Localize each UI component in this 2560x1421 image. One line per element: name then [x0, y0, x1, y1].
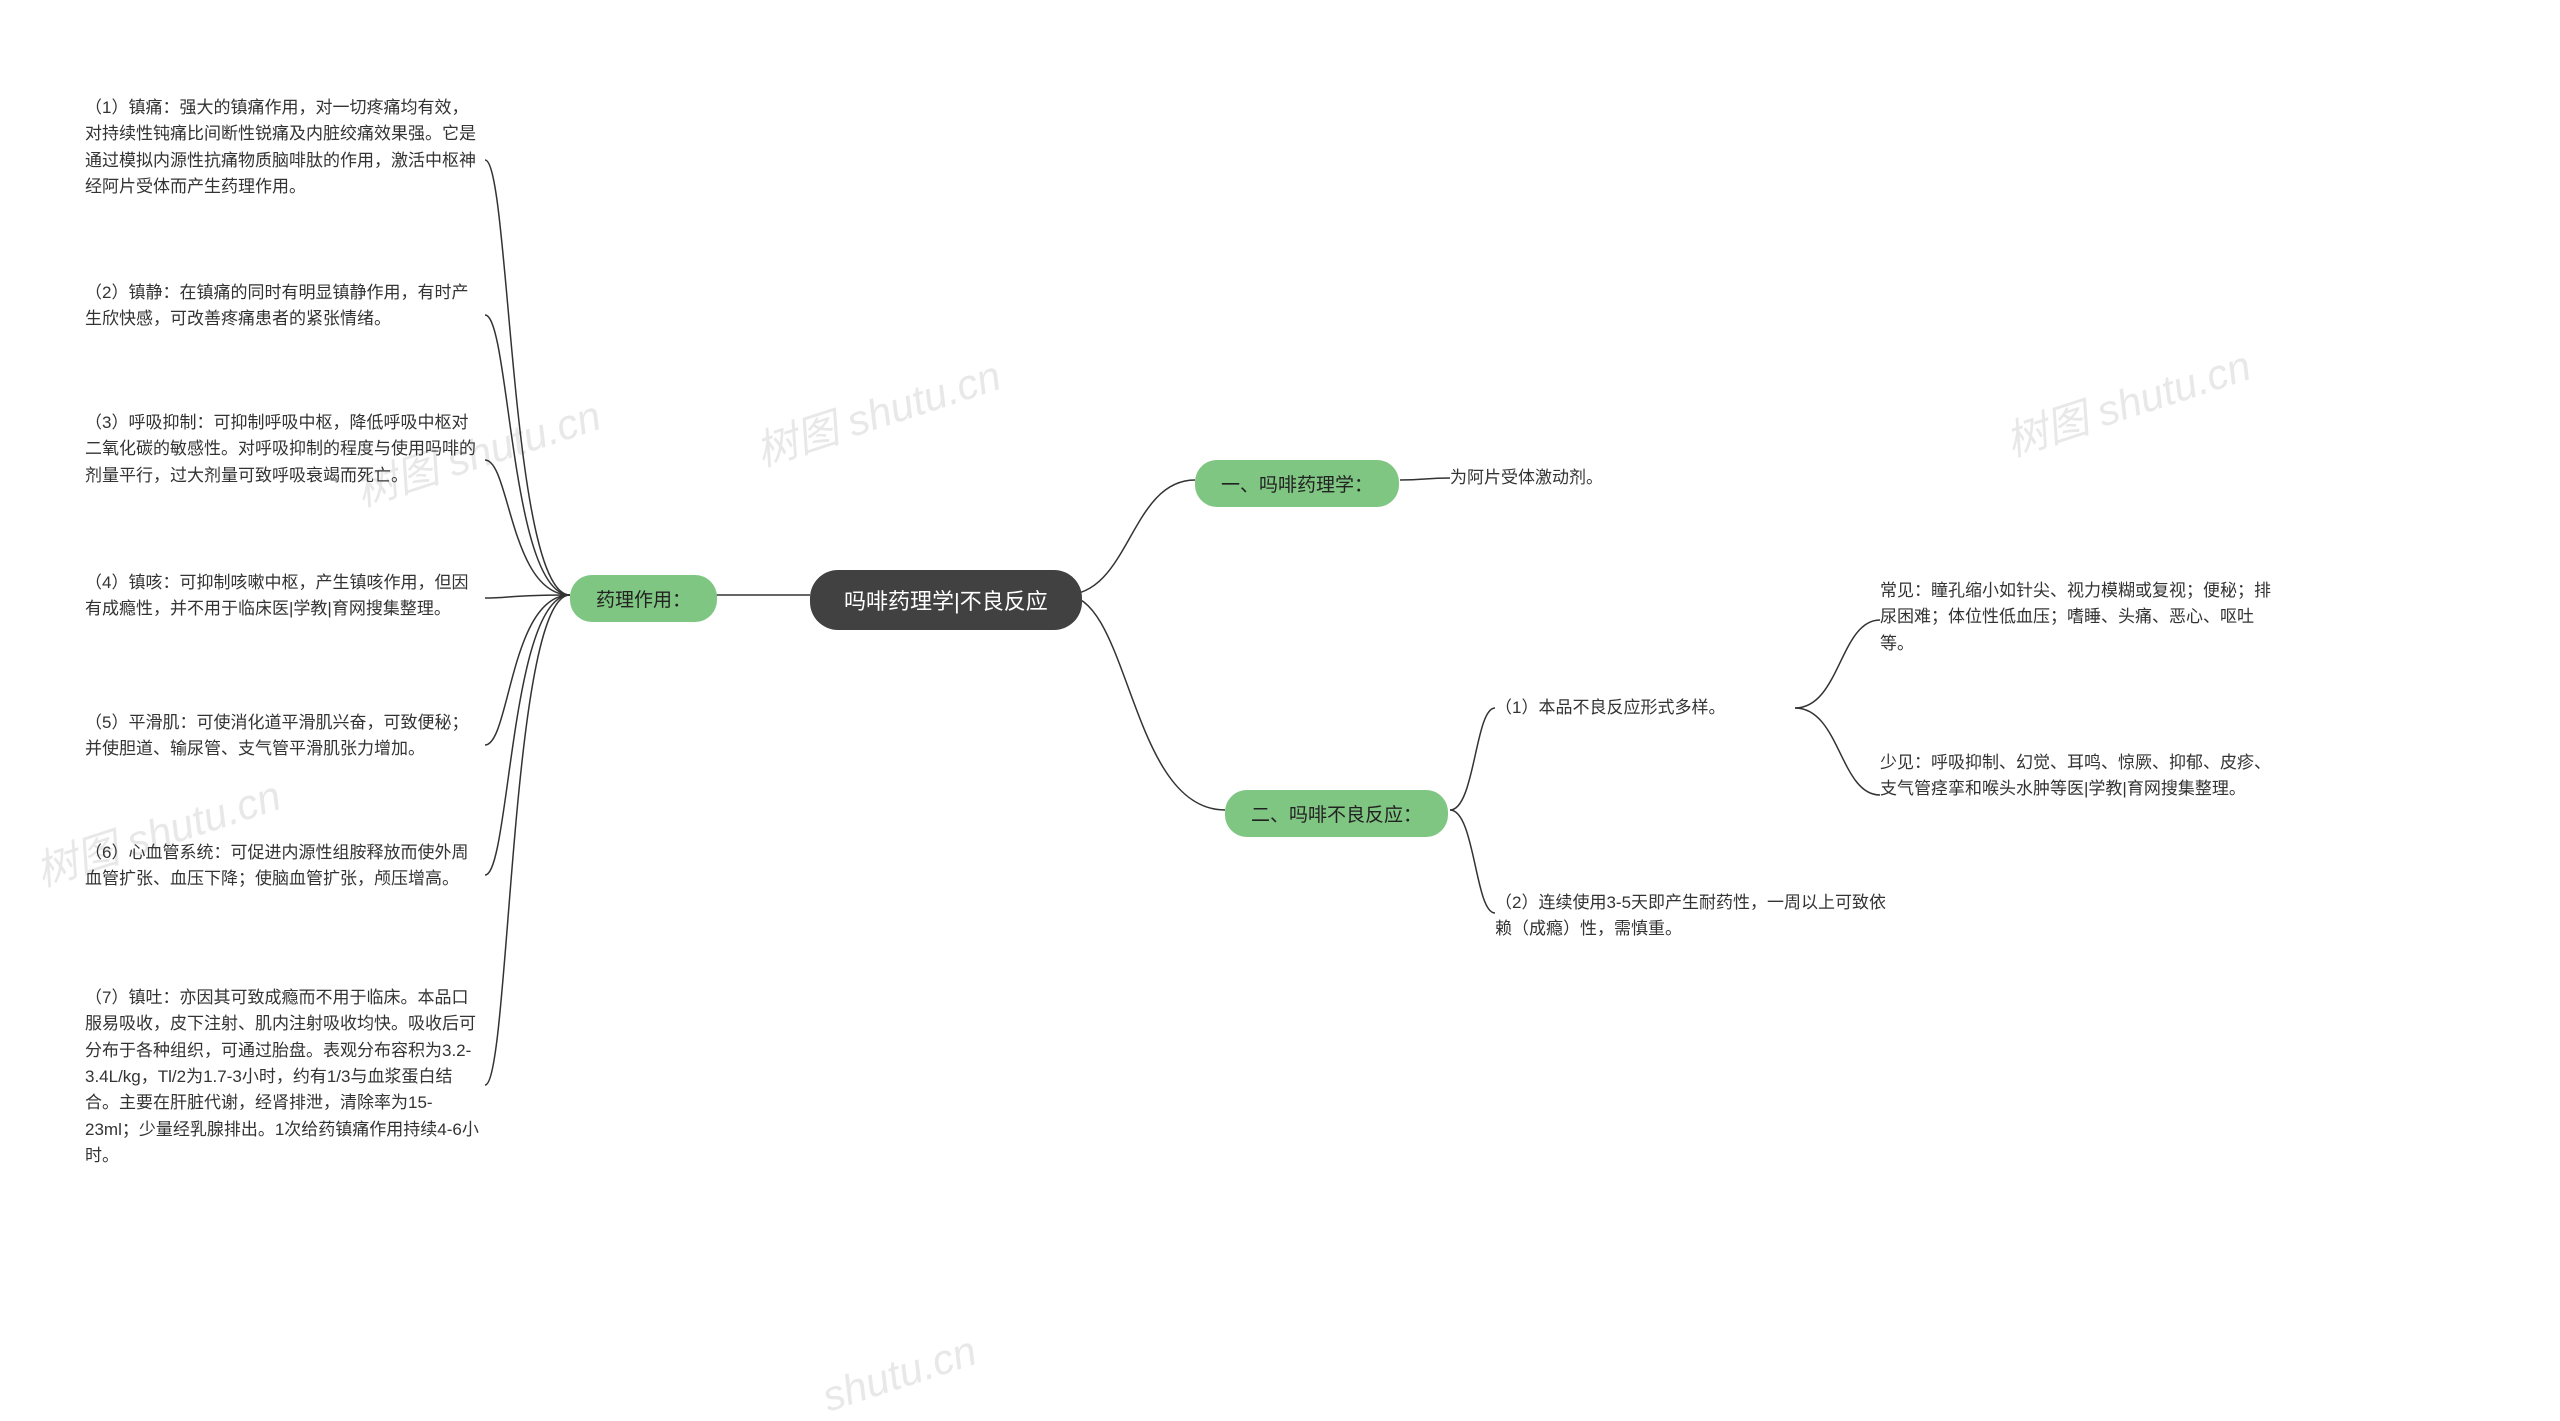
leaf-tolerance: （2）连续使用3-5天即产生耐药性，一周以上可致依赖（成瘾）性，需慎重。 [1495, 890, 1895, 943]
watermark: shutu.cn [816, 1327, 982, 1421]
leaf-adverse-forms: （1）本品不良反应形式多样。 [1495, 695, 1795, 721]
leaf-analgesia: （1）镇痛：强大的镇痛作用，对一切疼痛均有效，对持续性钝痛比间断性锐痛及内脏绞痛… [85, 95, 485, 200]
watermark: 树图 shutu.cn [1997, 332, 2258, 469]
leaf-resp-depress: （3）呼吸抑制：可抑制呼吸中枢，降低呼吸中枢对二氧化碳的敏感性。对呼吸抑制的程度… [85, 410, 485, 489]
connector-layer [0, 0, 2560, 1394]
leaf-cardiovascular: （6）心血管系统：可促进内源性组胺释放而使外周血管扩张、血压下降；使脑血管扩张，… [85, 840, 485, 893]
node-pharmacological-effects[interactable]: 药理作用： [570, 575, 717, 622]
leaf-common-adverse: 常见：瞳孔缩小如针尖、视力模糊或复视；便秘；排尿困难；体位性低血压；嗜睡、头痛、… [1880, 578, 2280, 657]
watermark: 树图 shutu.cn [747, 342, 1008, 479]
leaf-sedation: （2）镇静：在镇痛的同时有明显镇静作用，有时产生欣快感，可改善疼痛患者的紧张情绪… [85, 280, 485, 333]
root-node[interactable]: 吗啡药理学|不良反应 [810, 570, 1082, 630]
leaf-antitussive: （4）镇咳：可抑制咳嗽中枢，产生镇咳作用，但因有成瘾性，并不用于临床医|学教|育… [85, 570, 485, 623]
leaf-antiemetic: （7）镇吐：亦因其可致成瘾而不用于临床。本品口服易吸收，皮下注射、肌内注射吸收均… [85, 985, 485, 1169]
node-pharmacology[interactable]: 一、吗啡药理学： [1195, 460, 1399, 507]
node-adverse-reactions[interactable]: 二、吗啡不良反应： [1225, 790, 1448, 837]
leaf-smooth-muscle: （5）平滑肌：可使消化道平滑肌兴奋，可致便秘；并使胆道、输尿管、支气管平滑肌张力… [85, 710, 485, 763]
leaf-opioid-agonist: 为阿片受体激动剂。 [1450, 465, 1750, 491]
leaf-rare-adverse: 少见：呼吸抑制、幻觉、耳鸣、惊厥、抑郁、皮疹、支气管痉挛和喉头水肿等医|学教|育… [1880, 750, 2280, 803]
